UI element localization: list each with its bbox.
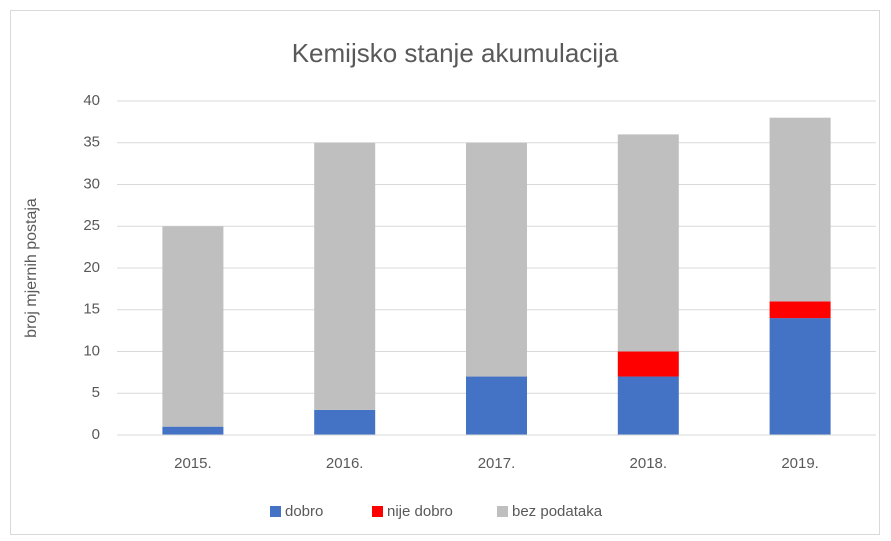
bar-segment <box>617 351 679 377</box>
bar-segment <box>617 376 679 435</box>
bar-segment <box>314 142 376 410</box>
chart-title: Kemijsko stanje akumulacija <box>292 38 619 68</box>
y-tick-label: 40 <box>83 92 100 109</box>
y-axis-label: broj mjernih postaja <box>23 198 40 338</box>
bar-segment <box>466 142 527 377</box>
legend-swatch <box>270 506 281 517</box>
bar-segment <box>314 409 376 435</box>
bar-segment <box>162 426 224 435</box>
y-tick-label: 30 <box>83 175 100 192</box>
y-tick-label: 20 <box>83 259 100 276</box>
bar-segment <box>617 134 679 352</box>
bar-segment <box>769 301 831 319</box>
chart-frame <box>10 10 880 535</box>
legend-label: bez podataka <box>512 503 603 520</box>
legend-swatch <box>497 506 508 517</box>
legend-label: nije dobro <box>387 503 453 520</box>
x-tick-label: 2015. <box>174 455 212 472</box>
bar-segment <box>162 226 224 427</box>
y-tick-label: 0 <box>92 426 100 443</box>
x-tick-label: 2019. <box>781 455 819 472</box>
bar-segment <box>769 117 831 302</box>
x-tick-label: 2018. <box>630 455 668 472</box>
bar-segment <box>769 318 831 435</box>
x-tick-label: 2016. <box>326 455 364 472</box>
y-tick-label: 10 <box>83 342 100 359</box>
y-tick-label: 15 <box>83 301 100 318</box>
legend-label: dobro <box>285 503 323 520</box>
y-tick-label: 5 <box>92 384 100 401</box>
y-tick-label: 25 <box>83 217 100 234</box>
legend-swatch <box>372 506 383 517</box>
x-tick-label: 2017. <box>478 455 516 472</box>
y-tick-label: 35 <box>83 134 100 151</box>
bar-segment <box>466 376 527 435</box>
